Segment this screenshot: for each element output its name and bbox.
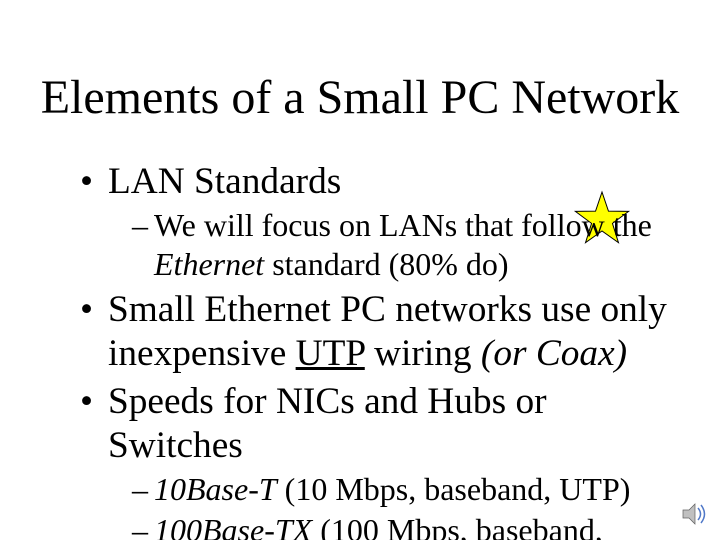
- speaker-body: [683, 504, 695, 524]
- bullet-text-italic: (or Coax): [481, 333, 627, 374]
- sub-text: We will focus on LANs that follow the: [154, 207, 652, 243]
- bullet-item: Small Ethernet PC networks use only inex…: [80, 288, 670, 376]
- sub-bullet-list: 10Base-T (10 Mbps, baseband, UTP) 100Bas…: [108, 470, 670, 540]
- slide-title: Elements of a Small PC Network: [0, 70, 720, 125]
- bullet-text: Speeds for NICs and Hubs or Switches: [108, 381, 547, 466]
- sub-bullet-item: We will focus on LANs that follow the Et…: [132, 206, 670, 284]
- sub-text-italic: Ethernet: [154, 246, 264, 282]
- speaker-wave: [698, 508, 701, 520]
- sub-bullet-item: 10Base-T (10 Mbps, baseband, UTP): [132, 470, 670, 509]
- sub-text-italic: 100Base-TX: [154, 512, 312, 540]
- bullet-text: LAN Standards: [108, 161, 341, 202]
- body-text: LAN Standards We will focus on LANs that…: [80, 160, 670, 540]
- sub-text-italic: 10Base-T: [154, 471, 277, 507]
- sub-text: (10 Mbps, baseband, UTP): [277, 471, 631, 507]
- sub-text: standard (80% do): [264, 246, 508, 282]
- bullet-list: LAN Standards We will focus on LANs that…: [80, 160, 670, 540]
- slide: Elements of a Small PC Network LAN Stand…: [0, 0, 720, 540]
- bullet-text: wiring: [365, 333, 481, 374]
- sub-bullet-item: 100Base-TX (100 Mbps, baseband, UTP): [132, 511, 670, 540]
- sub-bullet-list: We will focus on LANs that follow the Et…: [108, 206, 670, 284]
- bullet-item: Speeds for NICs and Hubs or Switches 10B…: [80, 380, 670, 540]
- bullet-text-underlined: UTP: [296, 333, 365, 374]
- speaker-icon: [680, 500, 708, 528]
- bullet-item: LAN Standards We will focus on LANs that…: [80, 160, 670, 284]
- speaker-wave: [701, 505, 705, 523]
